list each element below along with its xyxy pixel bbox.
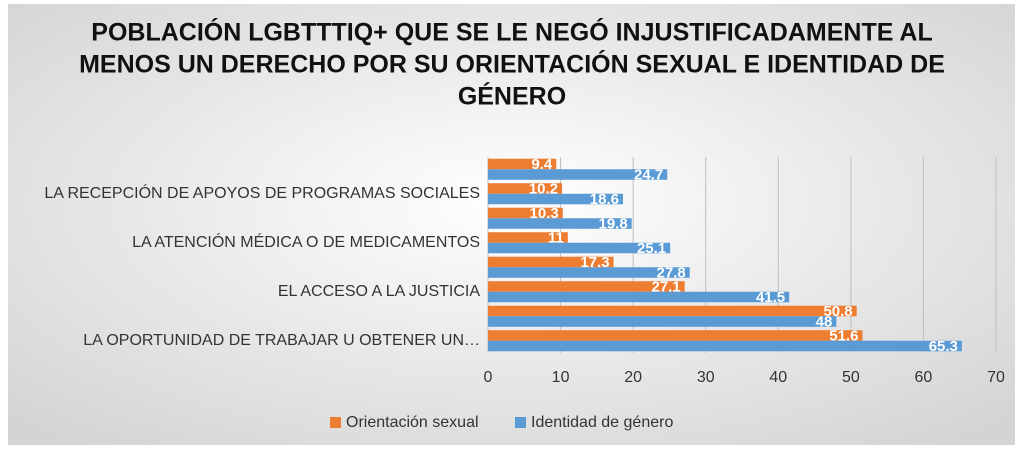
data-label: 19.8 xyxy=(598,215,627,232)
bar xyxy=(488,256,614,268)
bar xyxy=(488,267,690,278)
bar xyxy=(488,232,568,243)
bar xyxy=(488,242,671,254)
chart-title: POBLACIÓN LGBTTTIQ+ QUE SE LE NEGÓ INJUS… xyxy=(79,17,945,111)
x-tick-label: 70 xyxy=(987,369,1005,386)
data-label: 11 xyxy=(548,229,564,246)
title-line: GÉNERO xyxy=(458,82,566,111)
bar xyxy=(488,193,623,205)
x-tick-label: 0 xyxy=(484,369,493,386)
y-tick-label: LA RECEPCIÓN DE APOYOS DE PROGRAMAS SOCI… xyxy=(44,183,480,202)
bar xyxy=(488,340,962,352)
data-label: 9.4 xyxy=(531,156,553,173)
x-tick-label: 50 xyxy=(842,369,860,386)
data-label: 41.5 xyxy=(756,289,785,306)
bar xyxy=(488,291,790,303)
legend-label: Identidad de género xyxy=(531,414,673,431)
x-tick-label: 20 xyxy=(624,369,642,386)
data-label: 24.7 xyxy=(634,166,663,183)
legend-label: Orientación sexual xyxy=(346,414,479,431)
x-tick-label: 60 xyxy=(915,369,933,386)
bar xyxy=(488,218,632,229)
data-label: 27.1 xyxy=(651,278,680,295)
legend-swatch xyxy=(515,417,526,428)
data-label: 48 xyxy=(816,313,833,330)
title-line: POBLACIÓN LGBTTTIQ+ QUE SE LE NEGÓ INJUS… xyxy=(91,17,932,47)
data-label: 10.2 xyxy=(529,180,558,197)
bar xyxy=(488,305,857,317)
bar xyxy=(488,281,685,292)
bar xyxy=(488,316,837,327)
data-label: 18.6 xyxy=(590,191,619,208)
y-tick-label: LA ATENCIÓN MÉDICA O DE MEDICAMENTOS xyxy=(132,232,480,251)
bar xyxy=(488,169,668,180)
bar xyxy=(488,207,563,219)
bar xyxy=(488,183,563,194)
y-tick-label: EL ACCESO A LA JUSTICIA xyxy=(278,283,480,300)
data-label: 27.8 xyxy=(657,264,686,281)
data-label: 50.8 xyxy=(823,303,852,320)
title-line: MENOS UN DERECHO POR SU ORIENTACIÓN SEXU… xyxy=(79,49,945,79)
x-tick-label: 30 xyxy=(697,369,715,386)
x-tick-label: 10 xyxy=(552,369,570,386)
data-label: 17.3 xyxy=(580,254,609,271)
bar xyxy=(488,330,863,341)
data-label: 51.6 xyxy=(829,327,858,344)
data-label: 10.3 xyxy=(530,205,559,222)
data-label: 65.3 xyxy=(929,338,958,355)
x-tick-label: 40 xyxy=(769,369,787,386)
y-tick-label: LA OPORTUNIDAD DE TRABAJAR U OBTENER UN… xyxy=(83,332,480,349)
legend-swatch xyxy=(330,417,341,428)
data-label: 25.1 xyxy=(637,240,666,257)
bar xyxy=(488,158,557,170)
